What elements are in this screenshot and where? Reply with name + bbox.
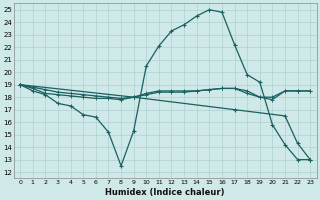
X-axis label: Humidex (Indice chaleur): Humidex (Indice chaleur) xyxy=(106,188,225,197)
